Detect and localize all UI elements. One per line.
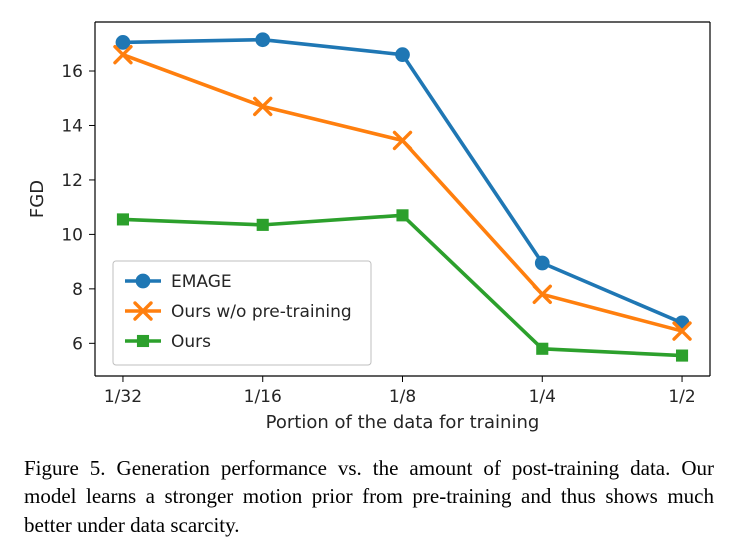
x-tick-label: 1/4	[529, 387, 556, 407]
caption-text: Generation performance vs. the amount of…	[24, 456, 714, 537]
line-chart: 6 8 10 12 14 16 1/32 1/16 1/8 1/4 1/2 FGD Portion of…	[0, 0, 738, 448]
y-tick-label: 6	[72, 334, 83, 354]
y-tick-label: 12	[61, 171, 83, 191]
x-tick-label: 1/2	[668, 387, 695, 407]
y-tick-label: 8	[72, 280, 83, 300]
x-tick-label: 1/16	[244, 387, 282, 407]
y-tick-label: 14	[61, 116, 83, 136]
legend-label: EMAGE	[171, 272, 232, 292]
figure-container: 6 8 10 12 14 16 1/32 1/16 1/8 1/4 1/2 FGD Portion of…	[0, 0, 738, 558]
figure-caption: Figure 5. Generation performance vs. the…	[24, 454, 714, 539]
caption-prefix: Figure 5.	[24, 456, 106, 480]
y-tick-label: 16	[61, 62, 83, 82]
x-tick-label: 1/8	[389, 387, 416, 407]
x-axis-label: Portion of the data for training	[266, 412, 540, 433]
legend: EMAGE Ours w/o pre-training Ours	[113, 261, 371, 365]
y-axis-label: FGD	[27, 180, 48, 218]
y-tick-label: 10	[61, 225, 83, 245]
x-tick-label: 1/32	[104, 387, 142, 407]
legend-label: Ours	[171, 332, 211, 352]
legend-label: Ours w/o pre-training	[171, 302, 352, 322]
